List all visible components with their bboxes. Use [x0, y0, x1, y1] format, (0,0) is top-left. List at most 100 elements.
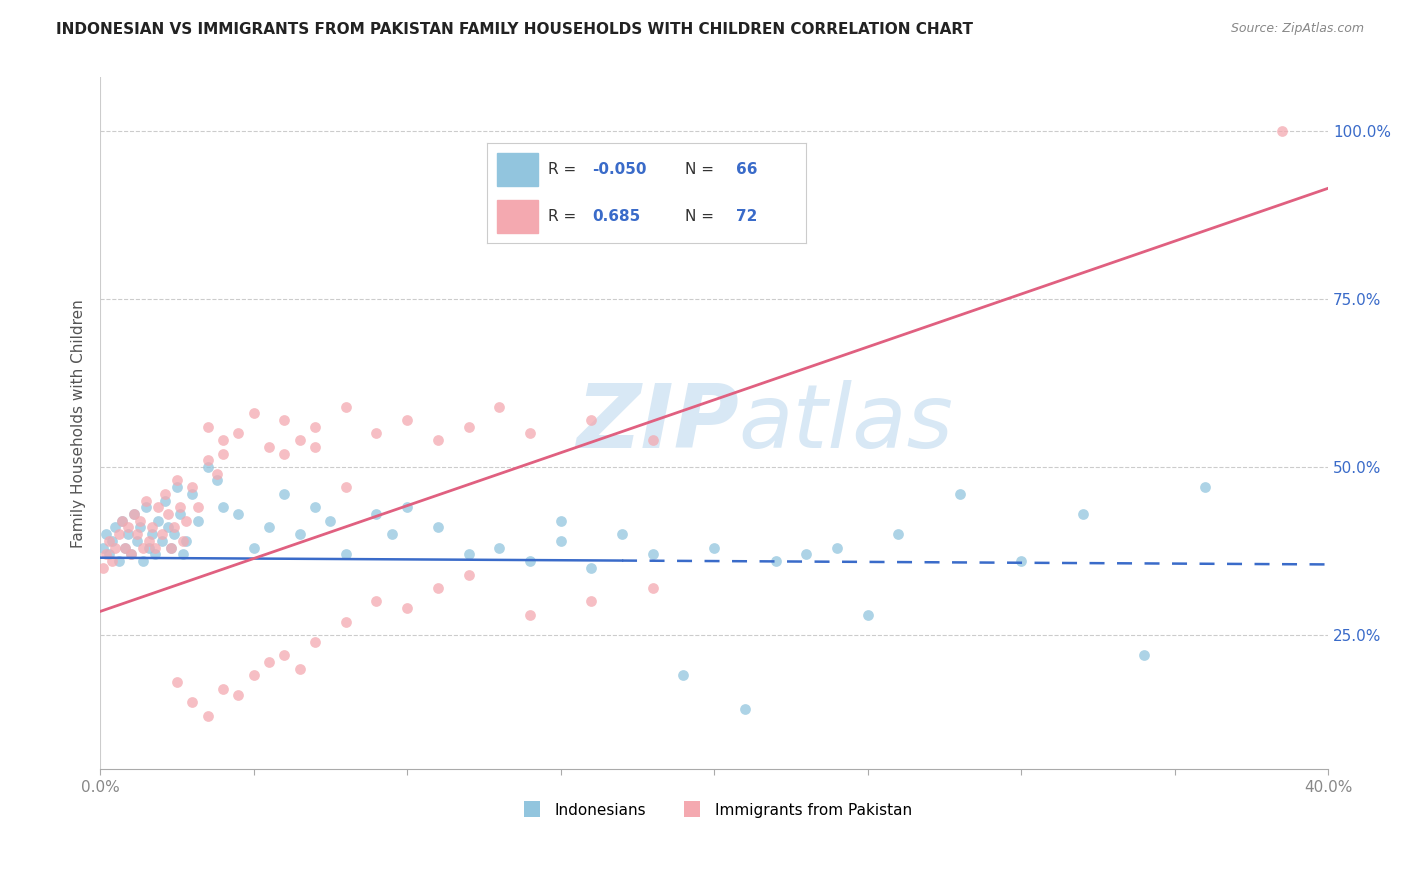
- Point: [174, 533, 197, 548]
- Point: [104, 541, 127, 555]
- Point: [273, 648, 295, 662]
- Point: [107, 554, 129, 568]
- Point: [125, 527, 148, 541]
- Point: [98, 533, 121, 548]
- Point: [148, 514, 170, 528]
- Point: [366, 507, 388, 521]
- Point: [96, 547, 118, 561]
- Point: [169, 507, 191, 521]
- Point: [457, 567, 479, 582]
- Point: [734, 702, 756, 716]
- Point: [396, 500, 419, 515]
- Point: [242, 541, 264, 555]
- Point: [581, 413, 603, 427]
- Point: [166, 474, 188, 488]
- Point: [856, 607, 879, 622]
- Point: [120, 547, 142, 561]
- Point: [949, 487, 972, 501]
- Point: [169, 500, 191, 515]
- Point: [335, 615, 357, 629]
- Point: [159, 541, 181, 555]
- Point: [138, 533, 160, 548]
- Point: [181, 695, 204, 709]
- Point: [519, 426, 541, 441]
- Point: [132, 541, 155, 555]
- Point: [641, 433, 664, 447]
- Point: [91, 561, 114, 575]
- Point: [141, 520, 163, 534]
- Point: [187, 500, 209, 515]
- Point: [426, 433, 449, 447]
- Point: [159, 541, 181, 555]
- Point: [1010, 554, 1032, 568]
- Point: [304, 500, 326, 515]
- Point: [120, 547, 142, 561]
- Point: [129, 520, 152, 534]
- Text: Source: ZipAtlas.com: Source: ZipAtlas.com: [1230, 22, 1364, 36]
- Point: [288, 661, 311, 675]
- Point: [132, 554, 155, 568]
- Text: atlas: atlas: [738, 380, 953, 467]
- Point: [335, 480, 357, 494]
- Point: [257, 440, 280, 454]
- Point: [166, 675, 188, 690]
- Point: [150, 533, 173, 548]
- Point: [187, 514, 209, 528]
- Point: [212, 681, 235, 696]
- Point: [794, 547, 817, 561]
- Point: [488, 400, 510, 414]
- Point: [172, 547, 194, 561]
- Point: [96, 527, 118, 541]
- Point: [550, 514, 572, 528]
- Point: [273, 447, 295, 461]
- Point: [257, 655, 280, 669]
- Point: [145, 547, 167, 561]
- Point: [887, 527, 910, 541]
- Point: [257, 520, 280, 534]
- Point: [226, 689, 249, 703]
- Point: [174, 514, 197, 528]
- Point: [288, 433, 311, 447]
- Point: [117, 520, 139, 534]
- Point: [1271, 124, 1294, 138]
- Point: [426, 581, 449, 595]
- Point: [396, 413, 419, 427]
- Point: [156, 507, 179, 521]
- Point: [335, 400, 357, 414]
- Point: [641, 547, 664, 561]
- Point: [163, 527, 186, 541]
- Point: [366, 426, 388, 441]
- Point: [288, 527, 311, 541]
- Point: [205, 474, 228, 488]
- Point: [138, 541, 160, 555]
- Point: [212, 433, 235, 447]
- Point: [122, 507, 145, 521]
- Point: [366, 594, 388, 608]
- Point: [150, 527, 173, 541]
- Point: [242, 406, 264, 420]
- Point: [304, 419, 326, 434]
- Point: [610, 527, 633, 541]
- Point: [1071, 507, 1094, 521]
- Point: [148, 500, 170, 515]
- Point: [396, 601, 419, 615]
- Point: [519, 607, 541, 622]
- Point: [304, 440, 326, 454]
- Point: [335, 547, 357, 561]
- Point: [581, 561, 603, 575]
- Point: [212, 447, 235, 461]
- Point: [672, 668, 695, 682]
- Point: [197, 460, 219, 475]
- Point: [581, 594, 603, 608]
- Point: [319, 514, 342, 528]
- Point: [111, 514, 134, 528]
- Point: [135, 500, 157, 515]
- Point: [703, 541, 725, 555]
- Point: [172, 533, 194, 548]
- Point: [104, 520, 127, 534]
- Point: [550, 533, 572, 548]
- Point: [117, 527, 139, 541]
- Point: [129, 514, 152, 528]
- Point: [825, 541, 848, 555]
- Point: [519, 554, 541, 568]
